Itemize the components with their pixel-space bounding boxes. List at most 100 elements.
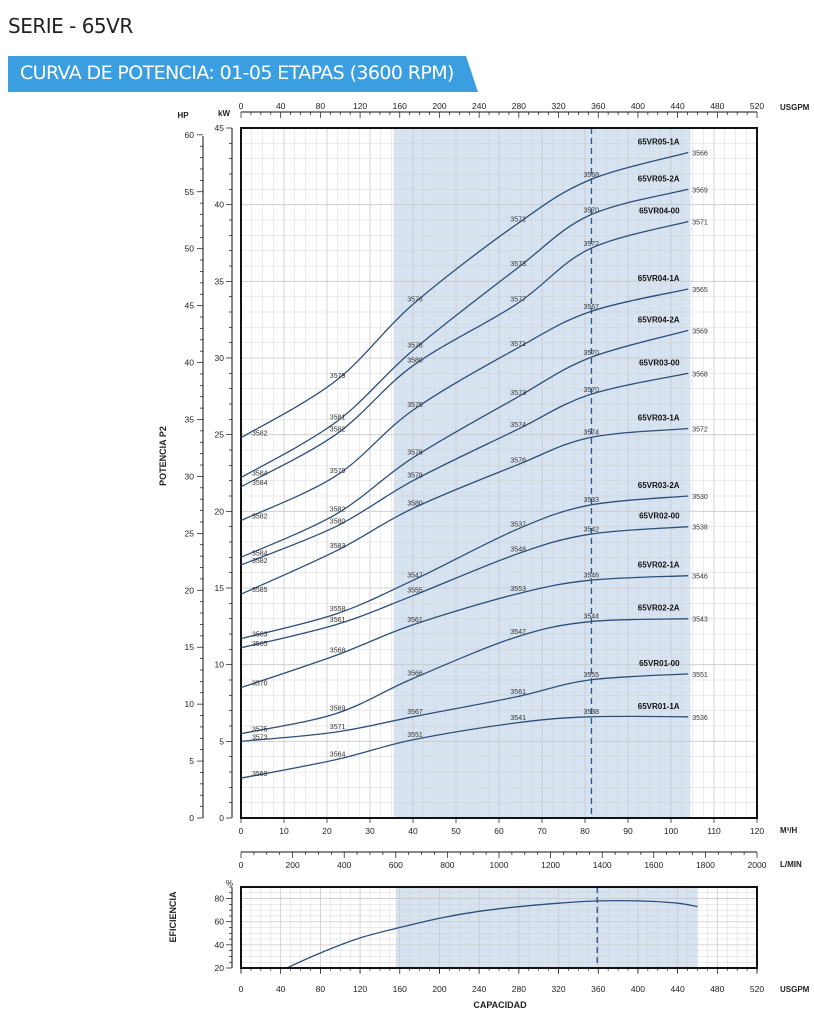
power-curve <box>240 188 689 479</box>
power-curve <box>240 575 689 689</box>
model-label: 65VR04-00 <box>639 207 680 216</box>
rpm-label: 3579 <box>330 468 346 475</box>
efficiency-curve <box>286 899 698 969</box>
usgpm-bottom-tick-label: 520 <box>750 984 764 994</box>
rpm-label: 3538 <box>584 709 600 716</box>
rpm-label: 3581 <box>330 414 346 421</box>
kw-tick-label: 10 <box>215 660 225 670</box>
lmin-tick-label: 2000 <box>748 860 767 870</box>
rpm-label: 3561 <box>407 617 423 624</box>
m3h-tick-label: 20 <box>322 826 332 836</box>
rpm-label: 3555 <box>584 672 600 679</box>
rpm-label: 3547 <box>510 629 526 636</box>
eff-tick-label: 80 <box>215 894 225 904</box>
model-label: 65VR05-1A <box>638 138 680 147</box>
rpm-label: 3575 <box>252 727 268 734</box>
model-label: 65VR03-00 <box>639 358 680 367</box>
usgpm-top-tick-label: 440 <box>671 101 685 111</box>
kw-tick-label: 30 <box>215 353 225 363</box>
usgpm-top-tick-label: 320 <box>551 101 565 111</box>
rpm-label: 3583 <box>330 543 346 550</box>
rpm-label: 3582 <box>252 431 268 438</box>
rpm-label: 3584 <box>252 471 268 478</box>
rpm-label: 3580 <box>407 500 423 507</box>
usgpm-top-tick-label: 400 <box>631 101 645 111</box>
hp-tick-label: 5 <box>189 756 194 766</box>
model-label: 65VR04-2A <box>638 315 680 324</box>
power-curve <box>240 526 689 649</box>
rpm-label: 3584 <box>252 550 268 557</box>
model-label: 65VR01-00 <box>639 659 680 668</box>
eff-tick-label: 40 <box>215 940 225 950</box>
model-label: 65VR01-1A <box>638 702 680 711</box>
power-curve <box>240 329 689 558</box>
power-curve <box>240 427 689 595</box>
usgpm-bottom-tick-label: 280 <box>512 984 526 994</box>
usgpm-top-unit: USGPM <box>780 103 810 112</box>
rpm-label: 3551 <box>407 732 423 739</box>
hp-tick-label: 45 <box>185 301 195 311</box>
hp-tick-label: 25 <box>185 528 195 538</box>
rpm-label: 3573 <box>510 390 526 397</box>
banner-title: CURVA DE POTENCIA: 01-05 ETAPAS (3600 RP… <box>20 62 454 84</box>
rpm-label: 3530 <box>692 494 708 501</box>
capacity-axis-title: CAPACIDAD <box>473 1000 527 1010</box>
m3h-tick-label: 40 <box>408 826 418 836</box>
power-curve <box>240 715 689 779</box>
hp-tick-label: 55 <box>185 187 195 197</box>
series-title: SERIE - 65VR <box>8 14 133 38</box>
usgpm-top-tick-label: 520 <box>750 101 764 111</box>
lmin-tick-label: 1600 <box>644 860 663 870</box>
rpm-label: 3582 <box>330 506 346 513</box>
rpm-label: 3568 <box>692 371 708 378</box>
rpm-label: 3569 <box>330 706 346 713</box>
hp-tick-label: 40 <box>185 358 195 368</box>
model-label: 65VR03-2A <box>638 481 680 490</box>
banner-shape <box>8 56 478 92</box>
kw-tick-label: 35 <box>215 276 225 286</box>
rpm-label: 3568 <box>584 172 600 179</box>
rpm-label: 3570 <box>584 207 600 214</box>
kw-tick-label: 15 <box>215 583 225 593</box>
hp-tick-label: 20 <box>185 585 195 595</box>
usgpm-bottom-tick-label: 440 <box>671 984 685 994</box>
power-curve <box>240 220 689 488</box>
rpm-label: 3569 <box>692 328 708 335</box>
rpm-label: 3573 <box>252 734 268 741</box>
m3h-tick-label: 80 <box>580 826 590 836</box>
usgpm-bottom-tick-label: 40 <box>276 984 286 994</box>
rpm-label: 3578 <box>407 473 423 480</box>
hp-tick-label: 0 <box>189 813 194 823</box>
eff-tick-label: 20 <box>215 963 225 973</box>
rpm-label: 3547 <box>407 572 423 579</box>
rpm-label: 3584 <box>252 480 268 487</box>
m3h-tick-label: 90 <box>623 826 633 836</box>
hp-unit-label: HP <box>177 111 189 120</box>
rpm-label: 3565 <box>692 287 708 294</box>
rpm-label: 3576 <box>407 450 423 457</box>
rpm-label: 3558 <box>330 606 346 613</box>
rpm-label: 3574 <box>584 430 600 437</box>
usgpm-bottom-tick-label: 320 <box>551 984 565 994</box>
power-curve <box>240 372 689 566</box>
rpm-label: 3567 <box>407 709 423 716</box>
rpm-label: 3577 <box>510 296 526 303</box>
usgpm-top-tick-label: 120 <box>353 101 367 111</box>
rpm-label: 3573 <box>510 261 526 268</box>
usgpm-bottom-tick-label: 200 <box>432 984 446 994</box>
m3h-tick-label: 70 <box>537 826 547 836</box>
rpm-label: 3580 <box>330 519 346 526</box>
rpm-label: 3582 <box>252 514 268 521</box>
kw-tick-label: 45 <box>215 123 225 133</box>
m3h-tick-label: 30 <box>365 826 375 836</box>
usgpm-bottom-tick-label: 400 <box>631 984 645 994</box>
model-label: 65VR04-1A <box>638 274 680 283</box>
rpm-label: 3563 <box>252 632 268 639</box>
rpm-label: 3541 <box>510 715 526 722</box>
rpm-label: 3568 <box>330 647 346 654</box>
rpm-label: 3543 <box>692 617 708 624</box>
power-curve <box>240 288 689 522</box>
rpm-label: 3533 <box>584 497 600 504</box>
lmin-tick-label: 1800 <box>696 860 715 870</box>
